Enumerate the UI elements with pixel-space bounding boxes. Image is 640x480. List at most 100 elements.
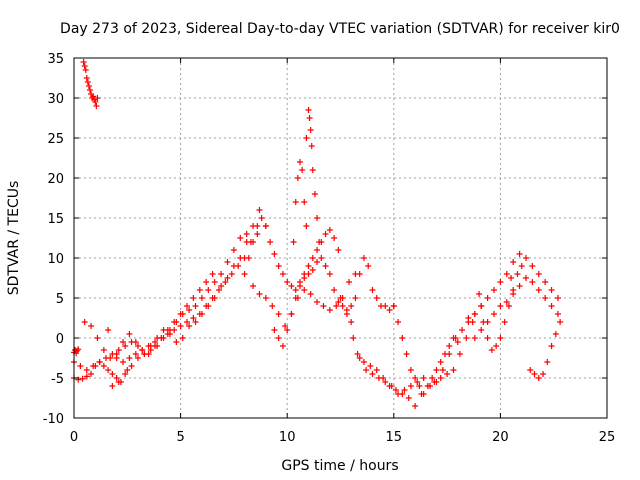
data-point	[186, 307, 193, 313]
y-tick-label: -10	[43, 412, 64, 427]
y-tick-label: 30	[47, 92, 64, 107]
data-point	[333, 303, 340, 309]
y-tick-label: 0	[56, 332, 64, 347]
data-point	[301, 275, 308, 281]
data-point	[90, 93, 97, 100]
data-point	[183, 319, 190, 325]
data-point	[100, 347, 107, 353]
series-late-band-c	[480, 263, 525, 353]
data-point	[250, 283, 257, 289]
data-point	[94, 335, 101, 341]
data-point	[262, 223, 269, 229]
data-point	[557, 319, 564, 325]
series-late-tail	[527, 319, 564, 381]
data-point	[456, 351, 463, 357]
data-point	[115, 347, 122, 353]
data-point	[497, 303, 504, 309]
data-point	[145, 343, 152, 349]
data-point	[360, 255, 367, 261]
data-point	[429, 375, 436, 381]
data-point	[254, 231, 261, 237]
data-point	[288, 311, 295, 317]
data-point	[326, 227, 333, 233]
data-point	[120, 339, 127, 345]
data-point	[433, 367, 440, 373]
data-point	[446, 343, 453, 349]
data-point	[463, 335, 470, 341]
data-point	[331, 287, 338, 293]
data-point	[303, 223, 310, 229]
y-tick-label: 5	[56, 292, 64, 307]
data-point	[514, 271, 521, 277]
data-point	[318, 255, 325, 261]
data-point	[369, 371, 376, 377]
x-tick-label: 25	[599, 430, 616, 445]
data-point	[235, 263, 242, 269]
series-late-band-a	[465, 251, 561, 325]
series-rise-a	[81, 271, 216, 361]
data-point	[192, 319, 199, 325]
data-point	[205, 287, 212, 293]
data-point	[554, 295, 561, 301]
data-point	[209, 271, 216, 277]
data-point	[93, 103, 100, 109]
data-point	[164, 331, 171, 337]
data-point	[308, 143, 315, 149]
data-point	[284, 327, 291, 333]
data-point	[203, 279, 210, 285]
data-point	[256, 207, 263, 213]
data-point	[158, 335, 165, 341]
data-point	[224, 259, 231, 265]
data-point	[552, 331, 559, 337]
data-point	[529, 263, 536, 269]
data-point	[337, 295, 344, 301]
data-point	[335, 299, 342, 305]
data-point	[326, 307, 333, 313]
data-point	[356, 271, 363, 277]
data-point	[305, 263, 312, 269]
data-point	[414, 379, 421, 385]
data-point	[115, 379, 122, 385]
data-point	[309, 167, 316, 173]
data-point	[307, 127, 314, 133]
data-point	[348, 303, 355, 309]
data-point	[529, 279, 536, 285]
y-tick-label: 10	[47, 252, 64, 267]
data-point	[86, 87, 93, 93]
data-point	[346, 279, 353, 285]
data-points	[71, 59, 564, 409]
data-point	[245, 255, 252, 261]
data-point	[350, 335, 357, 341]
data-point	[314, 299, 321, 305]
data-point	[554, 311, 561, 317]
data-point	[478, 327, 485, 333]
data-point	[196, 287, 203, 293]
data-point	[478, 303, 485, 309]
data-point	[331, 235, 338, 241]
data-point	[132, 339, 139, 345]
data-point	[171, 327, 178, 333]
data-point	[510, 259, 517, 265]
data-point	[335, 247, 342, 253]
series-isolated	[105, 275, 515, 333]
data-point	[303, 135, 310, 141]
data-point	[388, 383, 395, 389]
data-point	[241, 271, 248, 277]
data-point	[314, 215, 321, 221]
data-point	[275, 311, 282, 317]
data-point	[471, 335, 478, 341]
data-point	[535, 271, 542, 277]
data-point	[373, 367, 380, 373]
data-point	[363, 367, 370, 373]
data-point	[367, 363, 374, 369]
data-point	[301, 287, 308, 293]
series-early-high	[80, 59, 101, 109]
y-tick-label: 15	[47, 212, 64, 227]
data-point	[305, 271, 312, 277]
data-point	[484, 335, 491, 341]
y-tick-label: 35	[47, 52, 64, 67]
series-late-band-b	[471, 275, 561, 341]
data-point	[218, 271, 225, 277]
x-axis-label: GPS time / hours	[281, 458, 398, 474]
